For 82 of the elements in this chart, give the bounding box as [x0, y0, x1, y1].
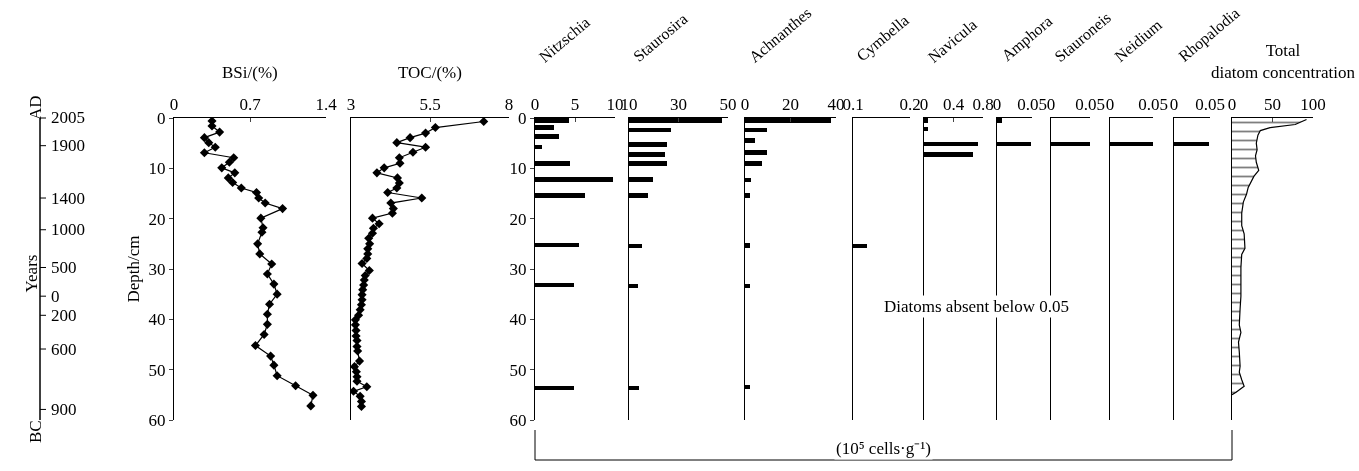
- y-axis-title: Depth/cm: [124, 235, 144, 303]
- x-tick-label: 0.05: [1075, 95, 1105, 115]
- x-tick-label: 0: [530, 95, 540, 115]
- point: [364, 265, 374, 276]
- x-tick-label: 0.1: [842, 95, 864, 115]
- point: [421, 142, 431, 152]
- text: 900: [51, 400, 77, 419]
- point: [417, 193, 427, 203]
- x-tick-label: 0.05: [1195, 95, 1225, 115]
- point: [357, 258, 367, 269]
- y-tick-label: 60: [509, 410, 527, 430]
- x-tick-label: 50: [1264, 95, 1281, 115]
- x-tick-label: 0: [1227, 95, 1237, 115]
- x-tick-label: 1.4: [315, 95, 338, 115]
- x-tick-label: 0.05: [1138, 95, 1168, 115]
- y-tick-label: 20: [509, 209, 527, 229]
- x-tick-label: 0.7: [239, 95, 262, 115]
- point: [379, 163, 389, 173]
- text: AD: [26, 95, 45, 120]
- x-tick-label: 0.2: [899, 95, 921, 115]
- y-tick-label: 60: [148, 410, 166, 430]
- chart-title: TOC/(%): [398, 63, 462, 82]
- x-tick-label: 0.4: [942, 95, 965, 115]
- x-tick-label: 3: [346, 95, 356, 115]
- x-tick-label: 0: [1169, 95, 1179, 115]
- x-tick-label: 5.5: [419, 95, 441, 115]
- x-tick-label: 100: [1300, 95, 1326, 115]
- y-tick-label: 30: [148, 259, 166, 279]
- point: [386, 198, 396, 208]
- y-tick-label: 50: [148, 360, 166, 380]
- x-tick-label: 10: [606, 95, 624, 115]
- x-tick-label: 8: [504, 95, 514, 115]
- y-tick-label: 50: [509, 360, 527, 380]
- text: 0: [51, 287, 60, 306]
- x-tick-label: 0.8: [972, 95, 994, 115]
- point: [372, 168, 382, 178]
- x-tick-label: 0: [169, 95, 179, 115]
- text: 1000: [51, 220, 85, 239]
- text: 200: [51, 306, 77, 325]
- point: [362, 382, 372, 392]
- text: 500: [51, 258, 77, 277]
- text: 600: [51, 340, 77, 359]
- text: 1400: [51, 189, 85, 208]
- y-tick-label: 10: [148, 159, 166, 179]
- x-tick-label: 5: [570, 95, 580, 115]
- point: [408, 147, 418, 157]
- point: [405, 133, 415, 143]
- text: 2005: [51, 108, 85, 127]
- y-tick-label: 30: [509, 259, 527, 279]
- y-tick-label: 10: [509, 159, 527, 179]
- point: [374, 219, 384, 229]
- annotation: Diatoms absent below 0.05: [884, 297, 1070, 316]
- y-tick-label: 0: [518, 108, 527, 128]
- point: [479, 118, 489, 127]
- text: (10⁵ cells·g⁻¹): [836, 439, 931, 458]
- x-tick-label: 40: [827, 95, 845, 115]
- x-tick-label: 0: [1046, 95, 1056, 115]
- point: [367, 213, 378, 223]
- x-tick-label: 0: [992, 95, 1002, 115]
- x-tick-label: 30: [670, 95, 687, 115]
- x-tick-label: 0: [740, 95, 750, 115]
- point: [421, 128, 431, 138]
- point: [351, 386, 359, 396]
- x-tick-label: 0: [1105, 95, 1115, 115]
- y-tick-label: 40: [148, 310, 166, 330]
- x-tick-label: 0: [919, 95, 929, 115]
- y-tick-label: 20: [148, 209, 166, 229]
- x-tick-label: 50: [719, 95, 737, 115]
- x-tick-label: 20: [782, 95, 799, 115]
- text: 1900: [51, 136, 85, 155]
- chart-title: BSi/(%): [222, 63, 278, 82]
- text: Years: [22, 254, 42, 293]
- point: [392, 183, 402, 193]
- y-tick-label: 0: [157, 108, 166, 128]
- y-tick-label: 40: [509, 310, 527, 330]
- text: BC: [26, 420, 45, 443]
- chart-title: Total diatom concentration: [1211, 41, 1356, 83]
- point: [383, 187, 393, 198]
- point: [354, 356, 365, 366]
- point: [392, 138, 402, 148]
- point: [430, 123, 440, 133]
- x-tick-label: 0.05: [1017, 95, 1047, 115]
